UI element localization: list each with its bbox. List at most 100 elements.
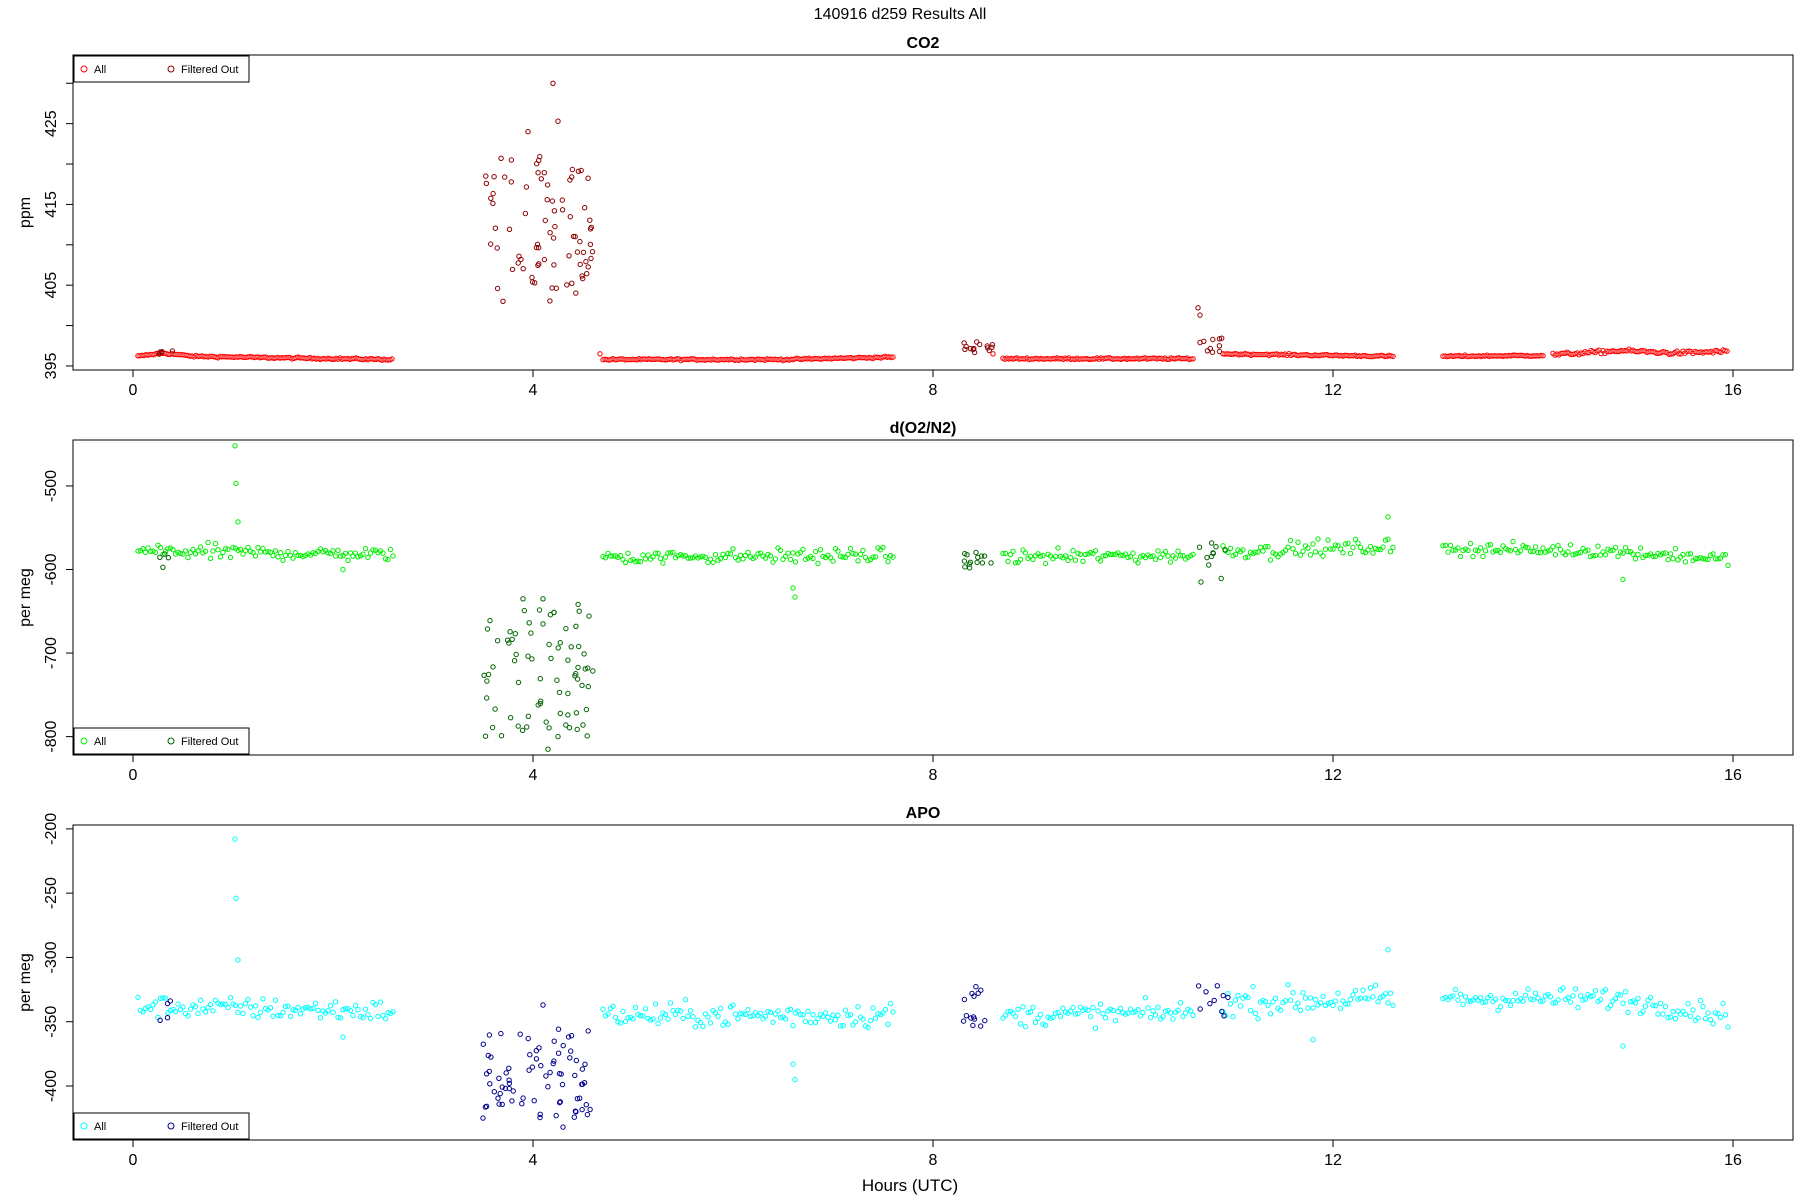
point-all-apo: [1647, 994, 1654, 1001]
x-tick-label-co2: 4: [529, 382, 538, 399]
point-all-apo: [1672, 1016, 1679, 1022]
point-filtered-apo: [557, 1099, 563, 1105]
point-all-apo: [1582, 996, 1589, 1002]
point-filtered-o2n2: [482, 733, 489, 739]
point-all-apo: [1085, 1007, 1091, 1013]
point-all-apo: [377, 999, 384, 1005]
point-filtered-co2: [523, 184, 530, 190]
point-all-apo: [275, 1012, 281, 1018]
point-filtered-apo: [506, 1065, 512, 1072]
point-all-o2n2: [1347, 550, 1354, 557]
point-all-apo: [325, 1008, 331, 1014]
point-filtered-apo: [157, 1017, 163, 1023]
point-all-apo: [1010, 1010, 1016, 1016]
point-filtered-o2n2: [543, 719, 549, 725]
point-all-apo: [1110, 1007, 1116, 1014]
point-all-apo: [290, 1007, 296, 1013]
point-all-o2n2: [1582, 548, 1589, 554]
point-filtered-co2: [490, 190, 496, 197]
point-all-apo: [1655, 1011, 1661, 1017]
point-all-apo: [775, 1008, 781, 1014]
point-all-apo: [1230, 1014, 1236, 1020]
y-tick-label-o2n2: -800: [43, 721, 60, 753]
point-filtered-o2n2: [576, 643, 582, 650]
point-all-apo: [1607, 1002, 1614, 1009]
point-all-apo: [295, 1004, 301, 1011]
point-all-apo: [1117, 1005, 1124, 1012]
point-all-o2n2: [257, 549, 264, 555]
point-filtered-co2: [502, 174, 508, 180]
point-filtered-apo: [573, 1057, 580, 1064]
point-all-apo: [1550, 1000, 1556, 1006]
point-all-apo: [1032, 1019, 1039, 1025]
point-filtered-co2: [566, 253, 572, 259]
point-all-apo: [822, 1010, 829, 1016]
point-all-apo: [1620, 1000, 1626, 1006]
point-all-o2n2: [217, 554, 224, 560]
x-tick-label-apo: 12: [1324, 1152, 1342, 1169]
point-filtered-apo: [545, 1084, 551, 1090]
point-all-apo: [1660, 1011, 1666, 1017]
point-filtered-o2n2: [535, 702, 541, 708]
point-filtered-co2: [508, 179, 514, 185]
point-filtered-apo: [583, 1102, 589, 1108]
point-all-o2n2: [227, 554, 234, 561]
point-all-apo: [270, 1013, 276, 1019]
point-all-o2n2: [325, 550, 331, 556]
point-all-o2n2: [237, 546, 244, 552]
point-all-apo: [1155, 1004, 1161, 1010]
point-all-apo: [1255, 1016, 1261, 1022]
x-tick-label-o2n2: 8: [929, 767, 938, 784]
point-filtered-apo: [1197, 1006, 1203, 1012]
point-all-o2n2: [1177, 552, 1184, 559]
point-all-apo: [347, 1007, 354, 1014]
point-filtered-co2: [588, 255, 594, 262]
point-all-o2n2: [252, 553, 259, 559]
point-all-apo: [282, 1003, 289, 1010]
point-all-o2n2: [225, 546, 231, 552]
point-all-apo: [1342, 1001, 1349, 1007]
point-filtered-co2: [498, 155, 504, 162]
point-all-apo: [610, 1003, 616, 1009]
point-all-apo: [690, 1014, 696, 1020]
point-all-o2n2: [702, 554, 709, 561]
point-all-o2n2: [1262, 544, 1269, 550]
point-filtered-apo: [970, 1014, 977, 1020]
point-filtered-o2n2: [557, 640, 563, 646]
point-filtered-co2: [589, 249, 596, 255]
point-all-apo: [1590, 993, 1596, 999]
point-all-apo: [1662, 1003, 1669, 1010]
point-all-o2n2: [195, 548, 201, 554]
point-all-apo: [1297, 1007, 1304, 1013]
point-all-apo: [1040, 1021, 1046, 1027]
point-all-apo: [1460, 1001, 1466, 1008]
point-all-o2n2: [607, 553, 614, 559]
point-all-apo: [1290, 990, 1296, 996]
point-filtered-apo: [584, 1111, 591, 1118]
point-all-apo: [180, 1004, 186, 1010]
point-filtered-co2: [577, 238, 583, 245]
point-all-apo: [712, 1010, 719, 1016]
point-all-o2n2: [1602, 552, 1609, 558]
point-filtered-o2n2: [512, 631, 518, 637]
point-all-apo: [1565, 994, 1571, 1001]
point-all-apo: [227, 995, 234, 1001]
point-all-o2n2: [722, 554, 729, 561]
point-all-apo: [1482, 999, 1489, 1005]
point-filtered-o2n2: [573, 671, 579, 677]
point-filtered-apo: [506, 1080, 513, 1087]
series-filtered-apo: [157, 983, 1231, 1130]
point-filtered-o2n2: [573, 710, 580, 716]
point-all-o2n2: [1350, 544, 1356, 551]
point-all-o2n2: [1635, 551, 1641, 558]
point-all-o2n2: [1612, 544, 1619, 551]
y-axis-apo: -400 -350 -300 -250 -200: [43, 813, 74, 1102]
point-all-apo: [287, 1013, 294, 1019]
point-filtered-apo: [571, 1114, 577, 1120]
point-filtered-apo: [480, 1115, 486, 1121]
point-all-apo: [1567, 999, 1574, 1005]
point-all-apo: [792, 1076, 798, 1083]
point-filtered-o2n2: [1218, 575, 1224, 582]
legend-marker-o2n2: [80, 737, 88, 745]
point-all-apo: [1540, 998, 1546, 1004]
